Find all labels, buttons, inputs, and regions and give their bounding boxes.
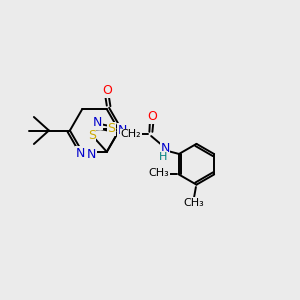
Text: S: S	[107, 122, 115, 135]
Text: CH₃: CH₃	[183, 198, 204, 208]
Text: N: N	[87, 148, 96, 161]
Text: N: N	[118, 124, 128, 137]
Text: O: O	[147, 110, 157, 123]
Text: CH₂: CH₂	[121, 129, 141, 139]
Text: S: S	[88, 128, 96, 142]
Text: H: H	[159, 152, 168, 162]
Text: N: N	[93, 116, 102, 130]
Text: N: N	[160, 142, 170, 155]
Text: O: O	[102, 84, 112, 97]
Text: CH₃: CH₃	[148, 168, 169, 178]
Text: N: N	[76, 147, 86, 160]
